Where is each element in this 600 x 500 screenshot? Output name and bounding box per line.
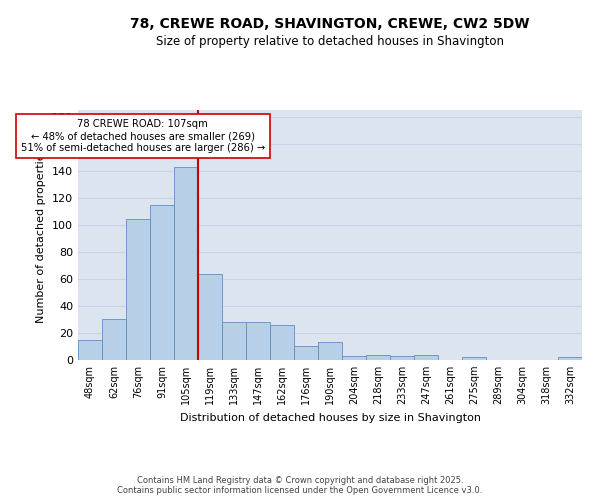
Bar bbox=[150, 204, 174, 360]
Bar bbox=[342, 356, 366, 360]
Bar bbox=[414, 354, 438, 360]
Text: Contains HM Land Registry data © Crown copyright and database right 2025.
Contai: Contains HM Land Registry data © Crown c… bbox=[118, 476, 482, 495]
Bar bbox=[318, 342, 342, 360]
Y-axis label: Number of detached properties: Number of detached properties bbox=[37, 148, 46, 322]
Bar bbox=[246, 322, 270, 360]
Bar bbox=[390, 356, 414, 360]
Bar bbox=[558, 358, 582, 360]
Bar bbox=[102, 320, 126, 360]
Text: 78 CREWE ROAD: 107sqm
← 48% of detached houses are smaller (269)
51% of semi-det: 78 CREWE ROAD: 107sqm ← 48% of detached … bbox=[20, 120, 265, 152]
Bar bbox=[462, 358, 486, 360]
Bar bbox=[78, 340, 102, 360]
Text: Size of property relative to detached houses in Shavington: Size of property relative to detached ho… bbox=[156, 35, 504, 48]
Bar bbox=[126, 220, 150, 360]
Bar bbox=[222, 322, 246, 360]
Bar bbox=[270, 325, 294, 360]
Bar bbox=[198, 274, 222, 360]
X-axis label: Distribution of detached houses by size in Shavington: Distribution of detached houses by size … bbox=[179, 412, 481, 422]
Bar bbox=[366, 354, 390, 360]
Bar bbox=[174, 167, 198, 360]
Text: 78, CREWE ROAD, SHAVINGTON, CREWE, CW2 5DW: 78, CREWE ROAD, SHAVINGTON, CREWE, CW2 5… bbox=[130, 18, 530, 32]
Bar bbox=[294, 346, 318, 360]
